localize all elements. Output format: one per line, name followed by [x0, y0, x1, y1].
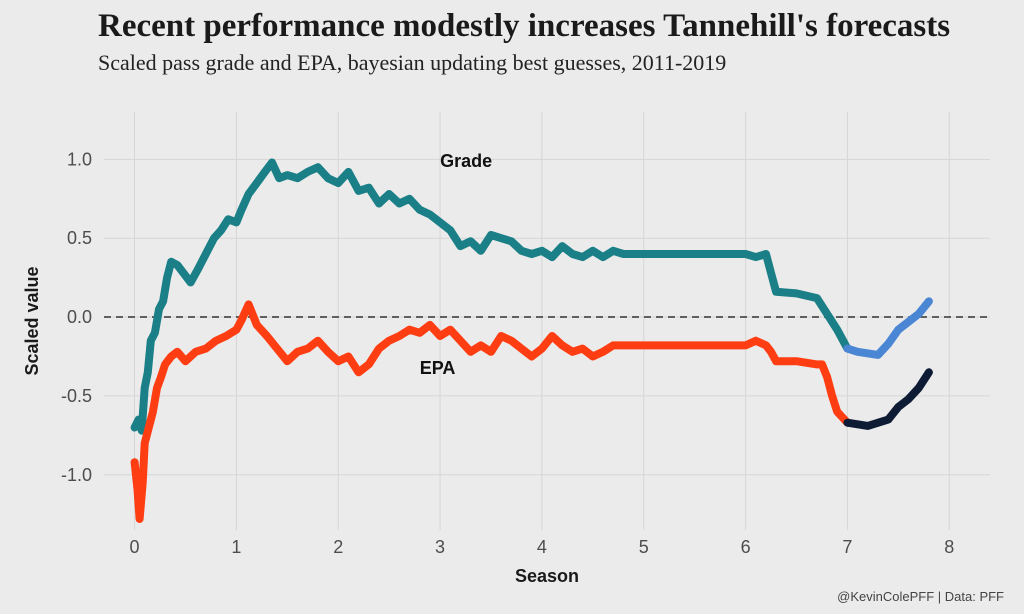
y-tick-label: 0.5 — [67, 228, 92, 248]
x-tick-label: 1 — [231, 537, 241, 557]
series-labels: Grade EPA — [420, 151, 492, 378]
grid — [104, 112, 990, 530]
epa-line-early — [130, 300, 852, 523]
chart-caption: @KevinColePFF | Data: PFF — [837, 589, 1004, 604]
x-tick-label: 8 — [944, 537, 954, 557]
grade-line-recent — [843, 297, 933, 359]
x-tick-label: 7 — [842, 537, 852, 557]
x-tick-label: 6 — [741, 537, 751, 557]
y-tick-label: -0.5 — [61, 386, 92, 406]
y-tick-label: 0.0 — [67, 307, 92, 327]
x-tick-label: 3 — [435, 537, 445, 557]
series-lines — [130, 158, 933, 523]
x-tick-label: 4 — [537, 537, 547, 557]
grade-series-label: Grade — [440, 151, 492, 171]
epa-series-label: EPA — [420, 358, 456, 378]
chart-title: Recent performance modestly increases Ta… — [98, 8, 951, 44]
y-tick-label: 1.0 — [67, 149, 92, 169]
x-tick-label: 0 — [130, 537, 140, 557]
x-tick-label: 2 — [333, 537, 343, 557]
epa-line-recent — [843, 368, 933, 430]
y-axis-title: Scaled value — [22, 266, 42, 375]
tick-labels: 0 1 2 3 4 5 6 7 8 1.0 0.5 0.0 -0.5 -1.0 — [61, 149, 954, 557]
y-tick-label: -1.0 — [61, 465, 92, 485]
chart-subtitle: Scaled pass grade and EPA, bayesian upda… — [98, 50, 727, 75]
x-axis-title: Season — [515, 566, 579, 586]
x-tick-label: 5 — [639, 537, 649, 557]
grade-line-early — [130, 158, 852, 435]
